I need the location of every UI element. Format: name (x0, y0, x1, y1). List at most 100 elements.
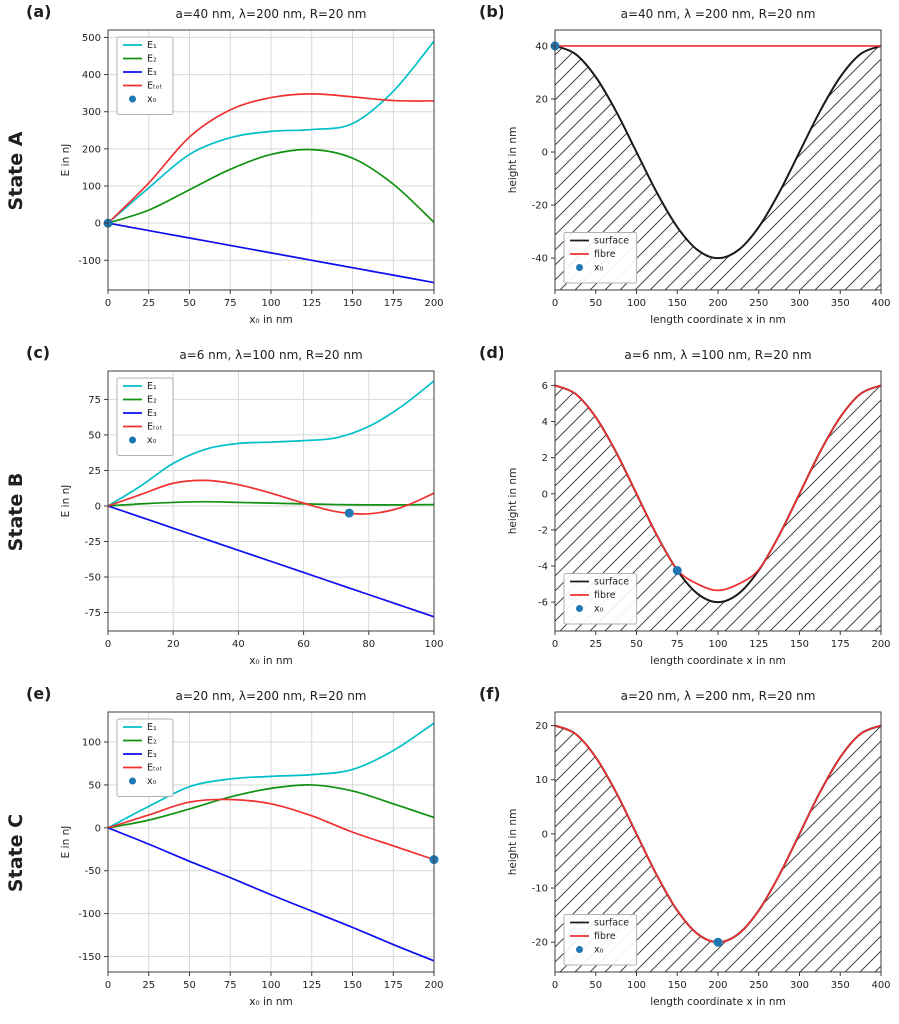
svg-text:20: 20 (535, 94, 548, 105)
svg-text:-25: -25 (85, 537, 101, 548)
svg-text:x₀: x₀ (594, 604, 604, 615)
svg-text:E₂: E₂ (147, 54, 157, 65)
svg-text:surface: surface (594, 577, 629, 588)
svg-text:200: 200 (871, 639, 890, 650)
svg-text:a=40 nm, λ =200 nm, R=20 nm: a=40 nm, λ =200 nm, R=20 nm (621, 7, 816, 21)
svg-text:0: 0 (552, 639, 558, 650)
svg-text:-100: -100 (78, 256, 101, 267)
svg-text:E in nJ: E in nJ (60, 826, 72, 859)
svg-text:-20: -20 (532, 201, 548, 212)
chart-profile-state-a: 0 50 100 150 200 250 300 350 400 -40 -20 0 20 40 lengt… (503, 2, 895, 336)
svg-text:E₁: E₁ (147, 722, 157, 733)
svg-text:200: 200 (424, 298, 443, 309)
svg-text:E₂: E₂ (147, 395, 157, 406)
svg-text:100: 100 (424, 639, 443, 650)
svg-text:100: 100 (627, 980, 646, 991)
svg-text:50: 50 (88, 780, 101, 791)
svg-text:fibre: fibre (594, 590, 616, 601)
svg-text:50: 50 (183, 298, 196, 309)
svg-text:Eₜₒₜ: Eₜₒₜ (147, 422, 163, 433)
svg-text:50: 50 (589, 298, 602, 309)
svg-text:E₃: E₃ (147, 408, 157, 419)
svg-text:length coordinate x in nm: length coordinate x in nm (650, 996, 786, 1008)
svg-text:0: 0 (542, 148, 548, 159)
state-a-label: State A (5, 131, 27, 211)
svg-text:-20: -20 (532, 938, 548, 949)
panel-letter-c: (c) (26, 343, 51, 362)
svg-text:200: 200 (424, 980, 443, 991)
svg-text:0: 0 (552, 980, 558, 991)
svg-text:surface: surface (594, 918, 629, 929)
svg-text:300: 300 (790, 298, 809, 309)
svg-text:0: 0 (105, 639, 111, 650)
svg-text:175: 175 (384, 298, 403, 309)
svg-text:-40: -40 (532, 254, 548, 265)
svg-text:250: 250 (749, 298, 768, 309)
svg-text:200: 200 (708, 980, 727, 991)
svg-text:100: 100 (627, 298, 646, 309)
chart-profile-state-b: 0 25 50 75 100 125 150 175 200 -6 -4 -2 0 2 4 6 length c… (503, 343, 895, 677)
svg-text:0: 0 (542, 829, 548, 840)
svg-text:25: 25 (142, 298, 155, 309)
svg-text:25: 25 (88, 466, 101, 477)
svg-text:75: 75 (224, 980, 237, 991)
svg-text:a=6 nm, λ =100 nm, R=20 nm: a=6 nm, λ =100 nm, R=20 nm (624, 348, 811, 362)
svg-text:0: 0 (105, 980, 111, 991)
svg-text:height in nm: height in nm (507, 468, 519, 535)
panel-letter-b: (b) (479, 2, 506, 21)
svg-text:E₃: E₃ (147, 67, 157, 78)
svg-text:100: 100 (708, 639, 727, 650)
svg-text:-150: -150 (78, 952, 101, 963)
svg-text:40: 40 (232, 639, 245, 650)
svg-text:20: 20 (167, 639, 180, 650)
svg-text:100: 100 (82, 182, 101, 193)
state-b-label: State B (5, 472, 27, 552)
svg-text:0: 0 (95, 501, 101, 512)
svg-text:0: 0 (552, 298, 558, 309)
svg-text:80: 80 (362, 639, 375, 650)
svg-text:40: 40 (535, 41, 548, 52)
svg-text:50: 50 (630, 639, 643, 650)
svg-text:x₀: x₀ (594, 263, 604, 274)
svg-text:0: 0 (105, 298, 111, 309)
svg-text:75: 75 (224, 298, 237, 309)
state-c-label: State C (5, 813, 27, 893)
svg-text:length coordinate x in nm: length coordinate x in nm (650, 314, 786, 326)
svg-text:-4: -4 (538, 562, 548, 573)
chart-energy-state-c: 0 25 50 75 100 125 150 175 200 -150 -100 -50 0 50 100 x… (56, 684, 448, 1018)
panel-letter-d: (d) (479, 343, 506, 362)
svg-text:Eₜₒₜ: Eₜₒₜ (147, 81, 163, 92)
svg-text:150: 150 (790, 639, 809, 650)
row-state-a: State A (a) 0 25 50 75 100 125 150 175 200 -100 0 1… (0, 0, 899, 341)
svg-text:a=40 nm, λ=200 nm, R=20 nm: a=40 nm, λ=200 nm, R=20 nm (176, 7, 367, 21)
svg-text:175: 175 (384, 980, 403, 991)
svg-text:height in nm: height in nm (507, 809, 519, 876)
svg-text:E₂: E₂ (147, 736, 157, 747)
svg-text:4: 4 (542, 417, 548, 428)
svg-text:400: 400 (871, 298, 890, 309)
svg-text:50: 50 (88, 430, 101, 441)
svg-text:a=6 nm, λ=100 nm, R=20 nm: a=6 nm, λ=100 nm, R=20 nm (179, 348, 362, 362)
chart-profile-state-c: 0 50 100 150 200 250 300 350 400 -20 -10 0 10 20 lengt… (503, 684, 895, 1018)
svg-text:a=20 nm, λ =200 nm, R=20 nm: a=20 nm, λ =200 nm, R=20 nm (621, 689, 816, 703)
panel-letter-e: (e) (26, 684, 52, 703)
svg-text:25: 25 (589, 639, 602, 650)
svg-text:350: 350 (831, 980, 850, 991)
svg-text:Eₜₒₜ: Eₜₒₜ (147, 763, 163, 774)
chart-energy-state-a: 0 25 50 75 100 125 150 175 200 -100 0 100 200 300 400 5… (56, 2, 448, 336)
svg-text:350: 350 (831, 298, 850, 309)
svg-text:300: 300 (790, 980, 809, 991)
svg-text:6: 6 (542, 381, 548, 392)
panel-letter-a: (a) (26, 2, 52, 21)
svg-text:150: 150 (668, 298, 687, 309)
svg-text:100: 100 (82, 738, 101, 749)
svg-text:125: 125 (749, 639, 768, 650)
svg-text:E₁: E₁ (147, 381, 157, 392)
svg-text:50: 50 (589, 980, 602, 991)
svg-text:75: 75 (88, 395, 101, 406)
svg-text:-50: -50 (85, 573, 101, 584)
svg-text:150: 150 (343, 298, 362, 309)
svg-text:400: 400 (871, 980, 890, 991)
chart-energy-state-b: 0 20 40 60 80 100 -75 -50 -25 0 25 50 75 x₀ in nm E in… (56, 343, 448, 677)
